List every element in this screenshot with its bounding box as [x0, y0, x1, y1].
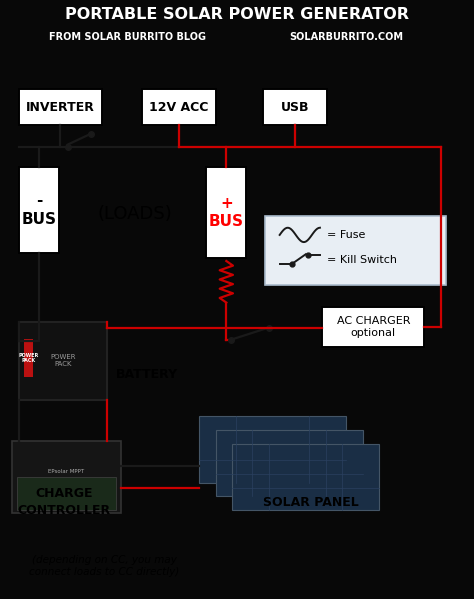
- FancyBboxPatch shape: [265, 216, 446, 285]
- FancyBboxPatch shape: [19, 167, 59, 253]
- Text: AC CHARGER
optional: AC CHARGER optional: [337, 316, 410, 338]
- Text: BATTERY: BATTERY: [116, 368, 178, 381]
- FancyBboxPatch shape: [19, 89, 102, 125]
- FancyBboxPatch shape: [206, 167, 246, 258]
- FancyBboxPatch shape: [19, 322, 107, 400]
- Text: (LOADS): (LOADS): [98, 205, 173, 223]
- Text: SOLAR PANEL: SOLAR PANEL: [263, 495, 358, 509]
- Text: POWER
PACK: POWER PACK: [18, 353, 38, 364]
- Text: (depending on CC, you may
connect loads to CC directly): (depending on CC, you may connect loads …: [29, 555, 179, 577]
- FancyBboxPatch shape: [232, 444, 379, 510]
- FancyBboxPatch shape: [142, 89, 216, 125]
- FancyBboxPatch shape: [12, 441, 121, 513]
- Text: POWER
PACK: POWER PACK: [50, 354, 75, 367]
- FancyBboxPatch shape: [216, 430, 363, 497]
- Text: 12V ACC: 12V ACC: [149, 101, 209, 114]
- Text: INVERTER: INVERTER: [26, 101, 95, 114]
- Text: FROM SOLAR BURRITO BLOG: FROM SOLAR BURRITO BLOG: [49, 32, 207, 42]
- Text: +
BUS: + BUS: [209, 196, 244, 229]
- FancyBboxPatch shape: [24, 338, 33, 377]
- Text: PORTABLE SOLAR POWER GENERATOR: PORTABLE SOLAR POWER GENERATOR: [65, 7, 409, 22]
- Text: SOLARBURRITO.COM: SOLARBURRITO.COM: [289, 32, 403, 42]
- Text: = Kill Switch: = Kill Switch: [327, 255, 397, 265]
- Text: EPsolar MPPT: EPsolar MPPT: [48, 469, 84, 474]
- FancyBboxPatch shape: [322, 307, 424, 347]
- FancyBboxPatch shape: [17, 477, 116, 510]
- Text: USB: USB: [281, 101, 310, 114]
- Text: CHARGE
CONTROLLER: CHARGE CONTROLLER: [18, 487, 110, 517]
- FancyBboxPatch shape: [199, 416, 346, 483]
- FancyBboxPatch shape: [263, 89, 327, 125]
- Text: -
BUS: - BUS: [22, 193, 56, 226]
- Text: = Fuse: = Fuse: [327, 230, 365, 240]
